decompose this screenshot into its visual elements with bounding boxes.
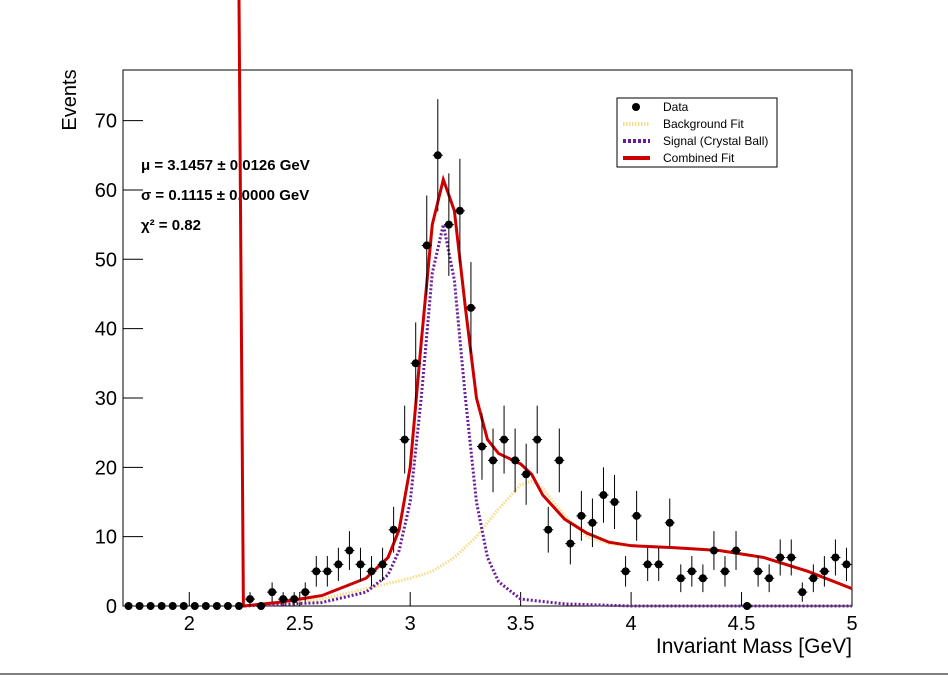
y-axis-label: Events [59, 69, 81, 130]
x-tick-label: 2.5 [286, 613, 314, 635]
data-point [698, 574, 707, 583]
x-tick-label: 4.5 [728, 613, 756, 635]
data-point [533, 435, 542, 444]
data-point [743, 602, 752, 610]
data-point [687, 567, 696, 576]
legend-label: Combined Fit [663, 151, 735, 165]
legend-label: Signal (Crystal Ball) [663, 134, 768, 148]
y-tick-label: 20 [95, 457, 117, 479]
x-tick-label: 4 [626, 613, 637, 635]
data-point [157, 602, 166, 610]
legend-marker [632, 103, 640, 111]
data-point [588, 518, 597, 527]
x-axis-label: Invariant Mass [GeV] [656, 635, 852, 658]
data-point [146, 602, 155, 610]
data-point [544, 525, 553, 534]
data-point [466, 303, 475, 312]
data-point [522, 470, 531, 479]
data-point [820, 567, 829, 576]
data-point [234, 602, 243, 610]
data-point [665, 518, 674, 527]
data-point [676, 574, 685, 583]
data-point [477, 442, 486, 451]
data-point [555, 456, 564, 465]
data-point [709, 546, 718, 555]
fit-curve [244, 224, 852, 608]
data-point [268, 588, 277, 597]
data-point [809, 574, 818, 583]
y-tick-label: 50 [95, 249, 117, 271]
data-point [433, 151, 442, 160]
data-point [798, 588, 807, 597]
x-tick-label: 5 [846, 613, 857, 635]
data-point [632, 511, 641, 520]
data-point [190, 602, 199, 610]
data-point [787, 553, 796, 562]
data-point [400, 435, 409, 444]
data-point [610, 497, 619, 506]
y-tick-label: 10 [95, 527, 117, 549]
data-point [168, 602, 177, 610]
data-point [511, 456, 520, 465]
data-point [323, 567, 332, 576]
data-point [720, 567, 729, 576]
data-point [367, 567, 376, 576]
data-point [257, 602, 266, 610]
data-point [599, 491, 608, 500]
data-point [455, 206, 464, 215]
data-point [389, 525, 398, 534]
data-point [334, 560, 343, 569]
data-point [776, 553, 785, 562]
data-point [411, 359, 420, 368]
data-point [135, 602, 144, 610]
y-tick-label: 0 [106, 596, 117, 618]
data-point [356, 560, 365, 569]
annotation: σ = 0.1115 ± 0.0000 GeV [141, 187, 309, 204]
data-point [643, 560, 652, 569]
data-point [290, 595, 299, 604]
data-point [500, 435, 509, 444]
y-tick-label: 30 [95, 388, 117, 410]
data-point [444, 220, 453, 229]
data-point [301, 588, 310, 597]
data-point [246, 595, 255, 604]
y-tick-label: 60 [95, 180, 117, 202]
data-point [378, 560, 387, 569]
annotation: μ = 3.1457 ± 0.0126 GeV [141, 157, 310, 174]
data-point [621, 567, 630, 576]
data-point [577, 511, 586, 520]
data-point [345, 546, 354, 555]
data-point [654, 560, 663, 569]
fit-curve [237, 0, 853, 608]
data-point [212, 602, 221, 610]
data-point [842, 560, 851, 569]
data-point [831, 553, 840, 562]
legend-label: Background Fit [663, 117, 744, 131]
legend-box [616, 97, 778, 168]
y-tick-label: 70 [95, 111, 117, 133]
data-point [124, 602, 133, 610]
data-point [223, 602, 232, 610]
plot-frame [122, 69, 853, 607]
data-point [732, 546, 741, 555]
x-tick-label: 2 [184, 613, 195, 635]
data-point [279, 595, 288, 604]
data-point [566, 539, 575, 548]
data-point [422, 241, 431, 250]
data-point [765, 574, 774, 583]
data-point [754, 567, 763, 576]
x-tick-label: 3 [405, 613, 416, 635]
legend-label: Data [663, 100, 689, 114]
data-point [201, 602, 210, 610]
data-point [312, 567, 321, 576]
data-point [179, 602, 188, 610]
x-tick-label: 3.5 [507, 613, 535, 635]
y-tick-label: 40 [95, 319, 117, 341]
annotation: χ² = 0.82 [141, 217, 201, 234]
data-point [489, 456, 498, 465]
